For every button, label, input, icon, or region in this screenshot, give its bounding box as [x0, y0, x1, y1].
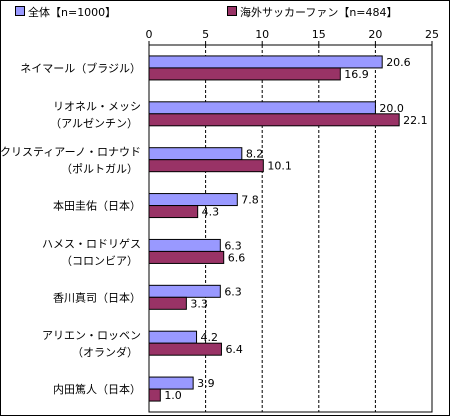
x-tick-label-3: 15: [312, 28, 326, 41]
bar-s2-3: [148, 205, 199, 219]
bar-s2-7: [148, 388, 161, 402]
data-label-s2-5: 3.3: [190, 297, 208, 310]
bar-s1-4: [148, 238, 221, 252]
x-tick-label-1: 5: [202, 28, 209, 41]
bar-s1-7: [148, 376, 194, 390]
category-label-2-line1: （ポルトガル）: [61, 163, 138, 176]
bar-s1-2: [148, 147, 243, 161]
category-label-3: 本田圭佑（日本）: [53, 199, 141, 213]
bar-s1-6: [148, 330, 198, 344]
data-label-s2-3: 4.3: [202, 206, 220, 219]
x-tick-label-5: 25: [425, 28, 439, 41]
category-label-4-line0: ハメス・ロドリゲス: [42, 237, 141, 250]
data-label-s1-7: 3.9: [197, 377, 215, 390]
category-label-2-line0: クリスティアーノ・ロナウド: [1, 146, 141, 159]
data-label-s1-3: 7.8: [241, 194, 259, 207]
category-label-1-line0: リオネル・メッシ: [53, 100, 141, 113]
data-label-s2-6: 6.4: [225, 343, 243, 356]
category-label-1-line1: （アルゼンチン）: [50, 117, 138, 130]
legend-label-overall: 全体【n=1000】: [28, 6, 117, 19]
bar-s2-2: [148, 159, 264, 173]
data-label-s1-4: 6.3: [224, 239, 242, 252]
category-label-0: ネイマール（ブラジル）: [20, 61, 141, 75]
bar-s2-5: [148, 296, 187, 310]
data-label-s1-6: 4.2: [201, 331, 219, 344]
bar-s1-3: [148, 193, 238, 207]
legend-swatch-overall: [15, 6, 25, 16]
bar-s2-1: [148, 113, 400, 127]
data-label-s2-0: 16.9: [344, 68, 369, 81]
category-label-4-line1: （コロンビア）: [61, 254, 138, 267]
bar-s2-0: [148, 67, 341, 81]
data-label-s1-2: 8.2: [246, 148, 264, 161]
data-label-s2-1: 22.1: [403, 114, 428, 127]
x-tick-label-4: 20: [368, 28, 382, 41]
data-label-s2-4: 6.6: [228, 251, 246, 264]
plot-area: [148, 44, 433, 413]
data-label-s1-0: 20.6: [386, 56, 411, 69]
data-label-s1-5: 6.3: [224, 285, 242, 298]
legend-item-overall: 全体【n=1000】: [15, 5, 116, 21]
category-label-6-line1: （オランダ）: [72, 345, 138, 359]
bar-s2-4: [148, 250, 225, 264]
legend-label-fans: 海外サッカーファン【n=484】: [240, 6, 398, 19]
category-label-7: 内田篤人（日本）: [53, 382, 141, 396]
x-tick-label-2: 10: [255, 28, 269, 41]
bar-s1-0: [148, 55, 383, 69]
category-label-5: 香川真司（日本）: [53, 290, 141, 304]
data-label-s2-7: 1.0: [164, 389, 182, 402]
bar-s2-6: [148, 342, 222, 356]
legend-swatch-fans: [227, 6, 237, 16]
bar-s1-5: [148, 284, 221, 298]
category-label-6-line0: アリエン・ロッベン: [42, 329, 141, 342]
data-label-s2-2: 10.1: [267, 160, 292, 173]
data-label-s1-1: 20.0: [379, 102, 404, 115]
x-tick-label-0: 0: [146, 28, 153, 41]
bar-s1-1: [148, 101, 376, 115]
legend-item-fans: 海外サッカーファン【n=484】: [227, 5, 398, 21]
